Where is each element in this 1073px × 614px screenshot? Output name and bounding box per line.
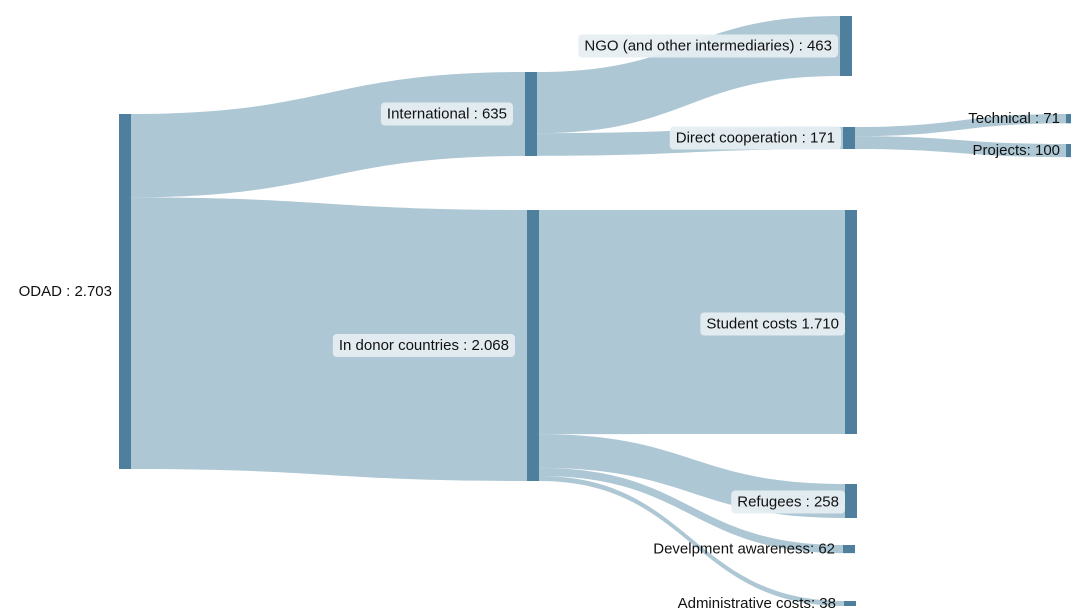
flow-donor-to-student [539, 210, 845, 435]
label-admin: Administrative costs: 38 [678, 595, 836, 612]
node-label-odad: ODAD : 2.703 [19, 283, 112, 300]
label-projects: Projects: 100 [972, 142, 1060, 159]
node-student [845, 210, 857, 434]
flow-odad-to-international [131, 72, 525, 198]
node-label-donor: In donor countries : 2.068 [339, 337, 509, 354]
label-international: International : 635 [380, 102, 513, 126]
node-label-admin: Administrative costs: 38 [678, 595, 836, 612]
node-refugees [845, 484, 857, 518]
node-label-direct: Direct cooperation : 171 [676, 130, 835, 147]
node-donor [527, 210, 539, 481]
flow-donor-to-awareness [539, 467, 843, 554]
node-label-student: Student costs 1.710 [706, 316, 839, 333]
node-awareness [843, 545, 855, 554]
node-projects [1066, 144, 1071, 158]
flow-donor-to-admin [539, 476, 844, 606]
node-ngo [840, 16, 852, 76]
label-bg-refugees [731, 490, 845, 514]
node-technical [1066, 114, 1071, 124]
label-odad: ODAD : 2.703 [19, 283, 112, 300]
flow-direct-to-technical [855, 114, 1066, 137]
label-bg-direct [669, 126, 841, 150]
flows-group [131, 16, 1066, 606]
label-student: Student costs 1.710 [700, 312, 845, 336]
label-awareness: Develpment awareness: 62 [653, 541, 835, 558]
node-direct [843, 127, 855, 149]
label-direct: Direct cooperation : 171 [669, 126, 841, 150]
node-label-refugees: Refugees : 258 [737, 494, 839, 511]
node-label-international: International : 635 [387, 106, 507, 123]
nodes-group [119, 16, 1071, 606]
node-admin [844, 601, 856, 606]
label-technical: Technical : 71 [968, 110, 1060, 127]
flow-direct-to-projects [855, 136, 1066, 158]
label-bg-donor [332, 334, 515, 357]
flow-international-to-ngo [537, 16, 840, 134]
label-ngo: NGO (and other intermediaries) : 463 [578, 34, 838, 58]
node-label-ngo: NGO (and other intermediaries) : 463 [584, 38, 832, 55]
node-odad [119, 114, 131, 469]
node-label-awareness: Develpment awareness: 62 [653, 541, 835, 558]
node-international [525, 72, 537, 156]
label-bg-international [380, 102, 513, 126]
flow-odad-to-donor [131, 197, 527, 481]
node-label-technical: Technical : 71 [968, 110, 1060, 127]
node-label-projects: Projects: 100 [972, 142, 1060, 159]
label-refugees: Refugees : 258 [731, 490, 845, 514]
label-bg-student [700, 312, 845, 336]
labels-group: ODAD : 2.703 International : 635 In donor … [19, 34, 1060, 612]
label-donor: In donor countries : 2.068 [332, 334, 515, 357]
label-bg-ngo [578, 34, 838, 58]
